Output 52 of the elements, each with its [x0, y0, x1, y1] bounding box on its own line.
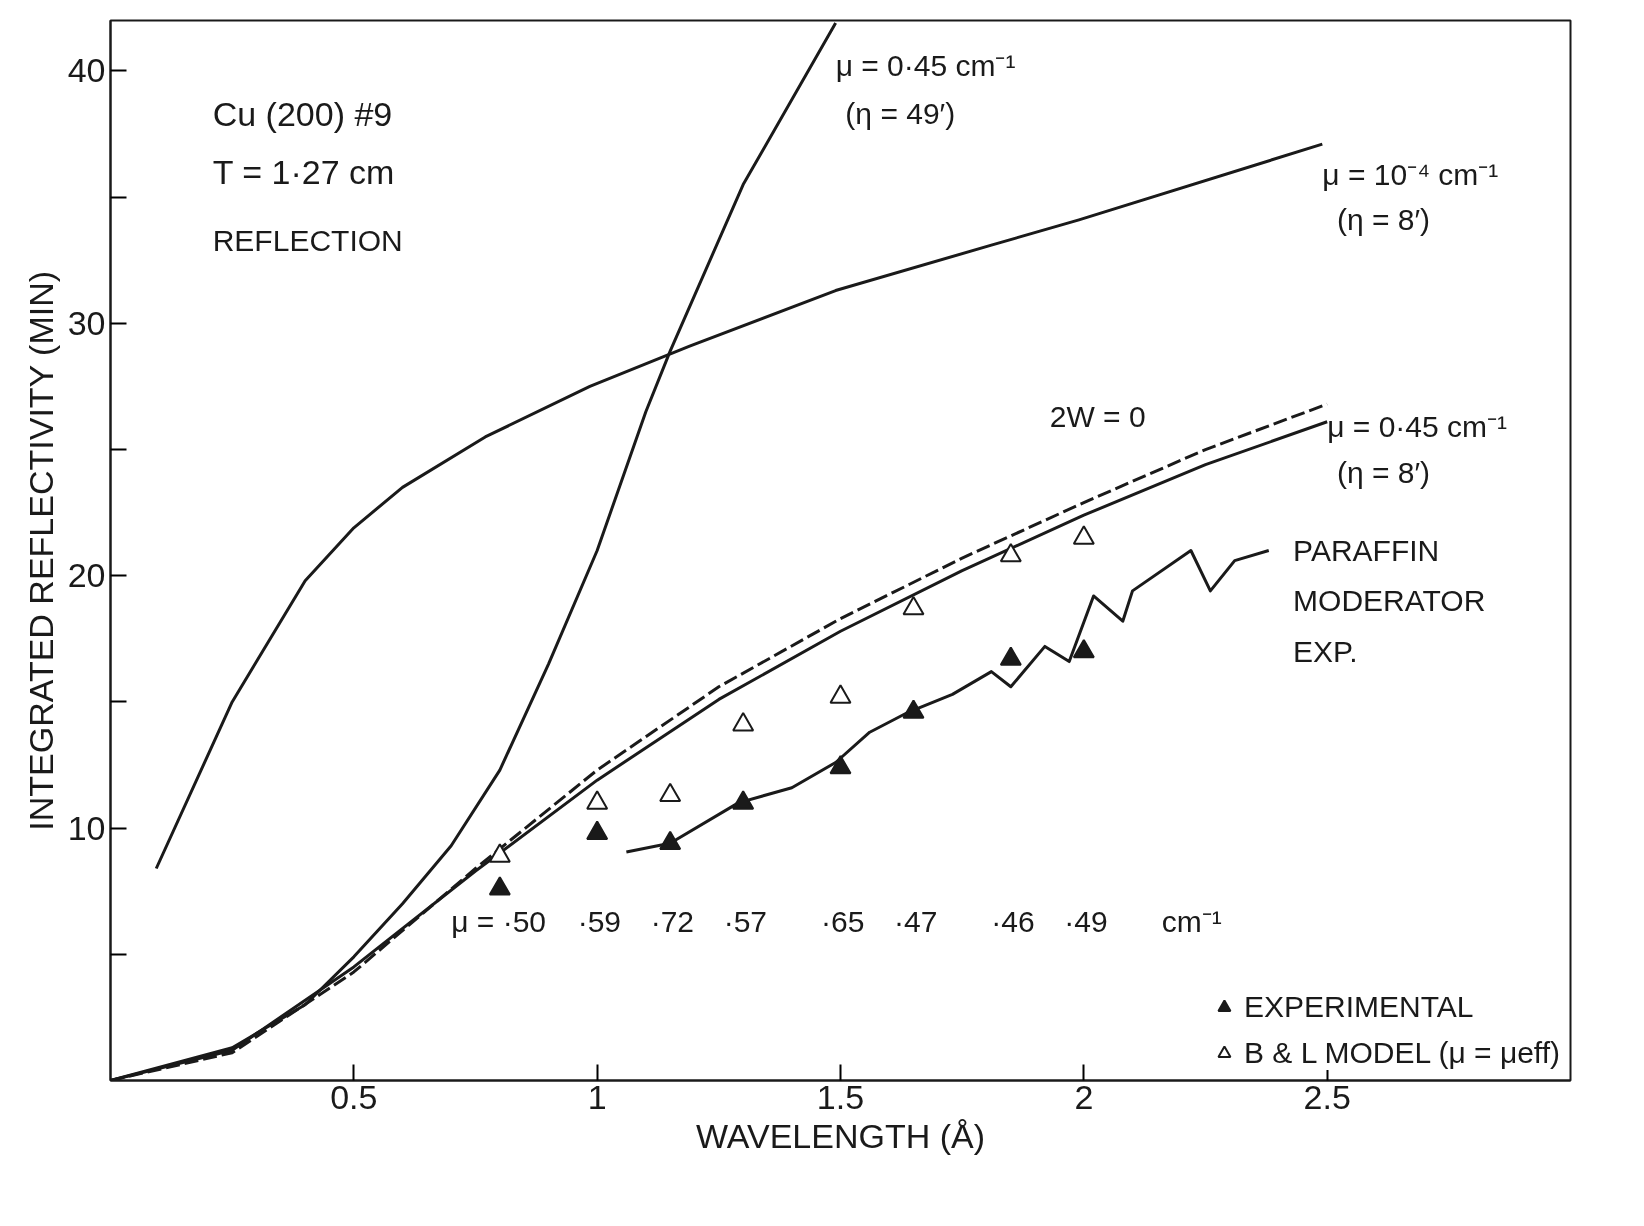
- x-axis-title: WAVELENGTH (Å): [695, 1116, 986, 1155]
- annotation: (η = 8′): [1336, 455, 1431, 489]
- annotation: μ = 0·45 cm⁻¹: [1327, 410, 1508, 444]
- point: [586, 820, 609, 840]
- annotation: μ = 0·45 cm⁻¹: [835, 49, 1016, 83]
- annotation: ·65: [821, 905, 865, 938]
- annotation: ·59: [577, 905, 622, 938]
- annotation: EXP.: [1293, 634, 1358, 668]
- point: [999, 646, 1022, 666]
- x-tick-label: 2.5: [1303, 1077, 1351, 1116]
- y-axis-title: INTEGRATED REFLECTIVITY (MIN): [21, 270, 60, 831]
- y-tick-label: 30: [67, 303, 106, 342]
- point: [488, 843, 511, 863]
- point: [829, 684, 852, 704]
- point: [999, 543, 1022, 563]
- point: [488, 876, 511, 896]
- point: [829, 755, 852, 775]
- annotation: cm⁻¹: [1161, 905, 1222, 938]
- line-series: [624, 549, 1271, 854]
- annotation: ·49: [1064, 905, 1108, 938]
- annotation: (η = 49′): [845, 97, 956, 131]
- annotation: 2W = 0: [1049, 400, 1146, 434]
- x-tick-label: 2: [1074, 1077, 1094, 1116]
- annotation: ·46: [991, 905, 1035, 938]
- point: [1072, 638, 1095, 659]
- point: [1072, 525, 1095, 545]
- x-tick-label: 1.5: [816, 1077, 865, 1116]
- y-tick-label: 20: [67, 556, 106, 595]
- legend-label: EXPERIMENTAL: [1243, 990, 1474, 1024]
- annotation: μ = ·50: [451, 905, 547, 938]
- annotation: ·47: [894, 905, 938, 938]
- x-tick-label: 1: [587, 1077, 607, 1116]
- point: [586, 790, 609, 810]
- annotation: (η = 8′): [1336, 203, 1431, 237]
- annotation: μ = 10⁻⁴ cm⁻¹: [1322, 157, 1499, 191]
- point: [659, 830, 682, 851]
- point: [732, 790, 755, 810]
- annotation: Cu (200) #9: [212, 94, 393, 133]
- annotation: MODERATOR: [1293, 584, 1486, 618]
- legend-label: B & L MODEL (μ = μeff): [1243, 1036, 1560, 1070]
- x-tick-label: 0.5: [330, 1077, 378, 1116]
- annotation: ·72: [650, 905, 695, 938]
- y-tick-label: 10: [67, 808, 106, 847]
- point: [902, 596, 925, 616]
- point: [902, 699, 925, 719]
- point: [659, 782, 682, 803]
- annotation: PARAFFIN: [1293, 534, 1440, 567]
- annotation: REFLECTION: [212, 223, 403, 257]
- y-tick-label: 40: [67, 51, 106, 90]
- annotation: ·57: [723, 905, 768, 938]
- annotation: T = 1·27 cm: [212, 152, 395, 191]
- point: [732, 712, 755, 732]
